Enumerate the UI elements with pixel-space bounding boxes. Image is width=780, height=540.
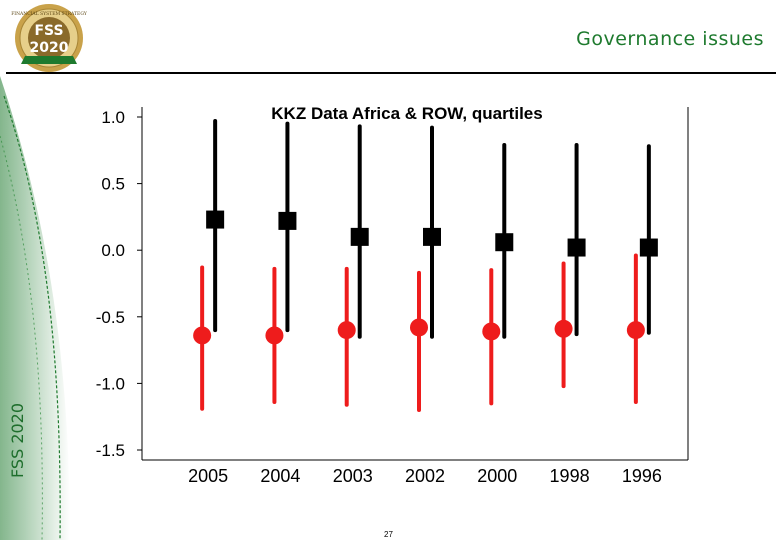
row-median-marker [423,227,441,246]
y-tick-label: -1.5 [96,441,125,460]
logo-top-text: FINANCIAL SYSTEM STRATEGY [11,11,88,17]
row-median-marker [206,210,225,229]
x-tick-label: 2003 [333,466,373,486]
x-tick-label: 1998 [550,466,590,486]
africa-median-marker [554,319,573,338]
page-number: 27 [384,530,393,539]
africa-median-marker [337,321,356,340]
y-tick-label: -1.0 [96,374,125,393]
x-tick-label: 1996 [622,466,662,486]
side-swoosh-line-2 [0,135,43,540]
median-markers [193,210,658,345]
row-median-marker [495,233,514,252]
row-median-marker [278,211,297,230]
africa-median-marker [265,326,284,345]
x-tick-labels: 2005 2004 2003 2002 2000 1998 1996 [188,466,662,486]
logo-center [28,17,70,59]
header-divider [6,72,776,74]
row-median-marker [567,238,586,257]
side-swoosh [0,76,70,540]
y-tick-label: 0.0 [101,241,125,260]
slide-title: Governance issues [576,28,764,50]
x-tick-label: 2004 [260,466,300,486]
y-tick-label: -0.5 [96,308,125,327]
side-swoosh-line [3,95,61,540]
africa-median-marker [626,321,645,340]
logo-ribbon [21,56,77,64]
x-tick-label: 2000 [477,466,517,486]
africa-median-marker [482,322,501,341]
fss-2020-logo: FINANCIAL SYSTEM STRATEGY FSS 2020 [11,4,88,72]
row-median-marker [639,238,658,257]
logo-year-text: 2020 [30,40,69,56]
x-tick-label: 2002 [405,466,445,486]
quartile-ranges [200,118,651,413]
y-tick-labels: 1.0 0.5 0.0 -0.5 -1.0 -1.5 [96,108,142,460]
side-decoration [0,76,70,540]
y-tick-label: 0.5 [101,175,125,194]
africa-median-marker [193,326,212,345]
row-median-marker [350,227,369,246]
logo-main-text: FSS [34,23,63,39]
x-tick-label: 2005 [188,466,228,486]
africa-median-marker [410,318,428,337]
y-tick-label: 1.0 [101,108,125,127]
chart-title: KKZ Data Africa & ROW, quartiles [271,104,542,123]
